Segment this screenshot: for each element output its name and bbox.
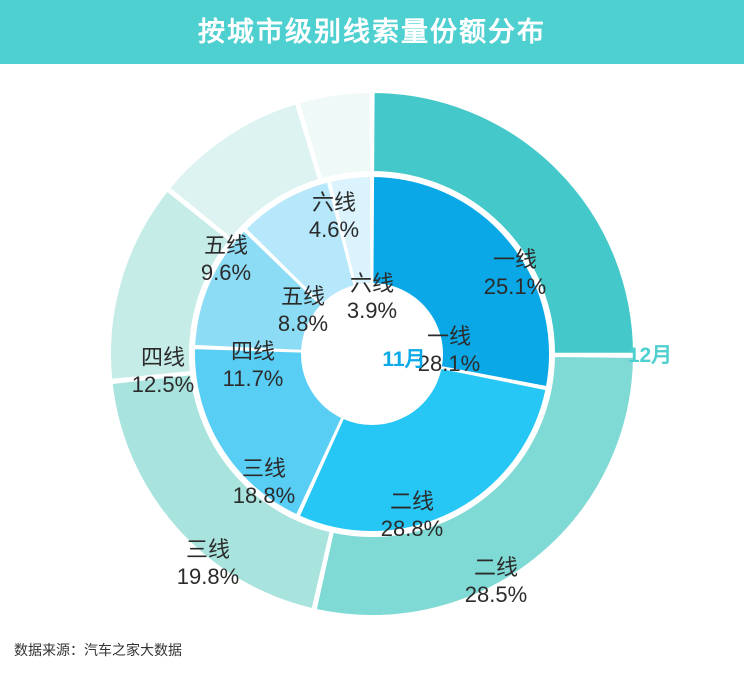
- chart-header-bar: 按城市级别线索量份额分布: [0, 0, 744, 64]
- slice-inner-二线: [297, 366, 548, 533]
- slice-outer-三线: [110, 373, 332, 611]
- page-title: 按城市级别线索量份额分布: [198, 16, 546, 47]
- series-tag-december: 12月: [627, 344, 673, 367]
- inner-ring-11month: [193, 174, 551, 533]
- series-tag-november: 11月: [382, 348, 426, 371]
- donut-center-hole: [302, 284, 442, 424]
- outer-ring-12month: [109, 90, 636, 617]
- nested-doughnut-chart: [109, 90, 636, 617]
- slice-outer-五线: [167, 102, 321, 241]
- slice-outer-四线: [109, 189, 232, 381]
- slice-outer-六线: [297, 90, 372, 181]
- donut-chart-area: 一线 25.1% 二线 28.5% 三线 19.8% 四线 12.5% 五线 9…: [0, 64, 744, 624]
- slice-outer-二线: [314, 354, 635, 617]
- slice-outer-一线: [372, 90, 636, 355]
- data-source-note: 数据来源：汽车之家大数据: [14, 642, 182, 658]
